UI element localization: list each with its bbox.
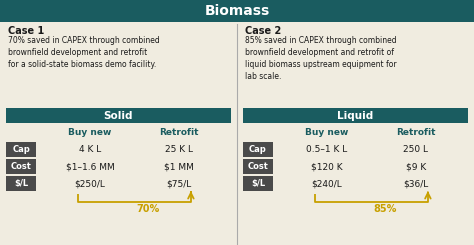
FancyBboxPatch shape bbox=[6, 142, 36, 157]
FancyBboxPatch shape bbox=[243, 142, 273, 157]
Text: Retrofit: Retrofit bbox=[396, 127, 436, 136]
Text: Case 1: Case 1 bbox=[8, 26, 44, 36]
Text: Cost: Cost bbox=[247, 162, 268, 171]
Text: $1 MM: $1 MM bbox=[164, 162, 194, 171]
FancyBboxPatch shape bbox=[6, 176, 36, 191]
Text: 0.5–1 K L: 0.5–1 K L bbox=[307, 145, 348, 154]
Text: $120 K: $120 K bbox=[311, 162, 343, 171]
Text: Cost: Cost bbox=[10, 162, 31, 171]
Text: $/L: $/L bbox=[251, 179, 265, 188]
Text: Solid: Solid bbox=[104, 110, 133, 121]
Bar bbox=[6, 108, 231, 123]
Text: 25 K L: 25 K L bbox=[165, 145, 193, 154]
Text: $250/L: $250/L bbox=[75, 179, 106, 188]
Text: 85%: 85% bbox=[374, 204, 397, 214]
Text: 70% saved in CAPEX through combined
brownfield development and retrofit
for a so: 70% saved in CAPEX through combined brow… bbox=[8, 36, 160, 69]
Text: $/L: $/L bbox=[14, 179, 28, 188]
Bar bbox=[0, 0, 474, 22]
Text: 4 K L: 4 K L bbox=[79, 145, 101, 154]
Text: $240/L: $240/L bbox=[312, 179, 343, 188]
Text: $36/L: $36/L bbox=[403, 179, 428, 188]
Text: Biomass: Biomass bbox=[204, 4, 270, 18]
Text: Cap: Cap bbox=[249, 145, 267, 154]
Text: Cap: Cap bbox=[12, 145, 30, 154]
Text: $1–1.6 MM: $1–1.6 MM bbox=[66, 162, 115, 171]
FancyBboxPatch shape bbox=[243, 159, 273, 174]
Bar bbox=[243, 108, 468, 123]
FancyBboxPatch shape bbox=[6, 159, 36, 174]
Text: Buy new: Buy new bbox=[68, 127, 112, 136]
Text: 85% saved in CAPEX through combined
brownfield development and retrofit of
liqui: 85% saved in CAPEX through combined brow… bbox=[245, 36, 397, 81]
FancyBboxPatch shape bbox=[243, 176, 273, 191]
Text: Retrofit: Retrofit bbox=[159, 127, 199, 136]
Text: Buy new: Buy new bbox=[305, 127, 349, 136]
Text: Liquid: Liquid bbox=[337, 110, 374, 121]
Text: $9 K: $9 K bbox=[406, 162, 426, 171]
Text: 70%: 70% bbox=[137, 204, 160, 214]
Text: Case 2: Case 2 bbox=[245, 26, 281, 36]
Text: 250 L: 250 L bbox=[403, 145, 428, 154]
Text: $75/L: $75/L bbox=[166, 179, 191, 188]
